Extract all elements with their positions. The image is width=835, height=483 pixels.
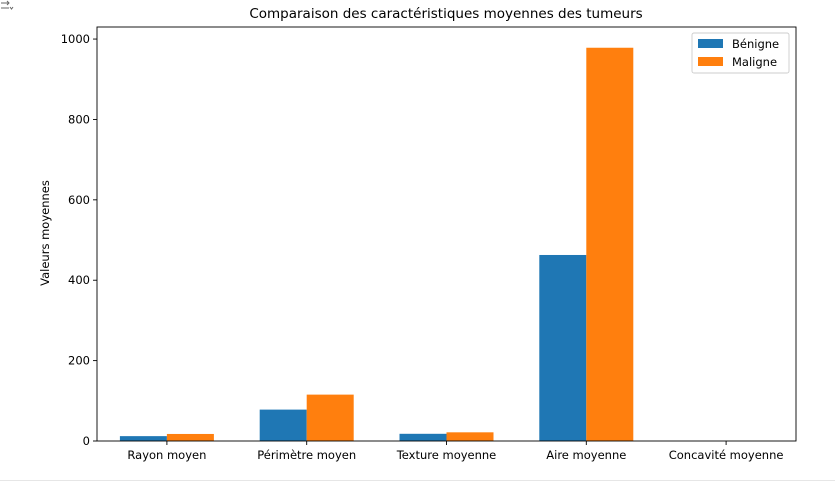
bar-bénigne-1 <box>259 409 307 441</box>
x-tick-label: Texture moyenne <box>396 448 497 462</box>
legend: Bénigne Maligne <box>691 32 790 74</box>
legend-label-bénigne: Bénigne <box>732 37 779 51</box>
bar-maligne-2 <box>446 432 494 441</box>
legend-label-maligne: Maligne <box>732 55 777 69</box>
y-tick-label: 600 <box>68 193 90 207</box>
plot-frame <box>96 26 797 442</box>
y-tick-label: 800 <box>68 112 90 126</box>
bar-bénigne-2 <box>399 433 447 441</box>
x-tick-label: Rayon moyen <box>127 448 206 462</box>
divider <box>0 480 835 481</box>
bar-maligne-1 <box>306 394 354 441</box>
bar-maligne-3 <box>586 47 634 441</box>
bars-group <box>119 47 774 441</box>
x-tick-label: Périmètre moyen <box>257 448 356 462</box>
output-toggle-icon[interactable] <box>0 0 14 12</box>
legend-swatch-maligne <box>698 57 723 66</box>
legend-swatch-bénigne <box>698 39 723 48</box>
y-tick-label: 1000 <box>61 32 90 46</box>
y-tick-label: 0 <box>83 434 90 448</box>
bar-maligne-0 <box>166 433 214 441</box>
bar-bénigne-3 <box>539 254 587 441</box>
y-axis-label: Valeurs moyennes <box>38 180 52 286</box>
y-axis: 0 200 400 600 800 1000 <box>61 32 97 448</box>
x-tick-label: Aire moyenne <box>546 448 626 462</box>
x-axis: Rayon moyen Périmètre moyen Texture moyenn… <box>127 441 783 462</box>
chart-title: Comparaison des caractéristiques moyenne… <box>249 6 642 22</box>
y-tick-label: 400 <box>68 273 90 287</box>
y-tick-label: 200 <box>68 354 90 368</box>
x-tick-label: Concavité moyenne <box>669 448 784 462</box>
bar-bénigne-0 <box>119 436 167 441</box>
